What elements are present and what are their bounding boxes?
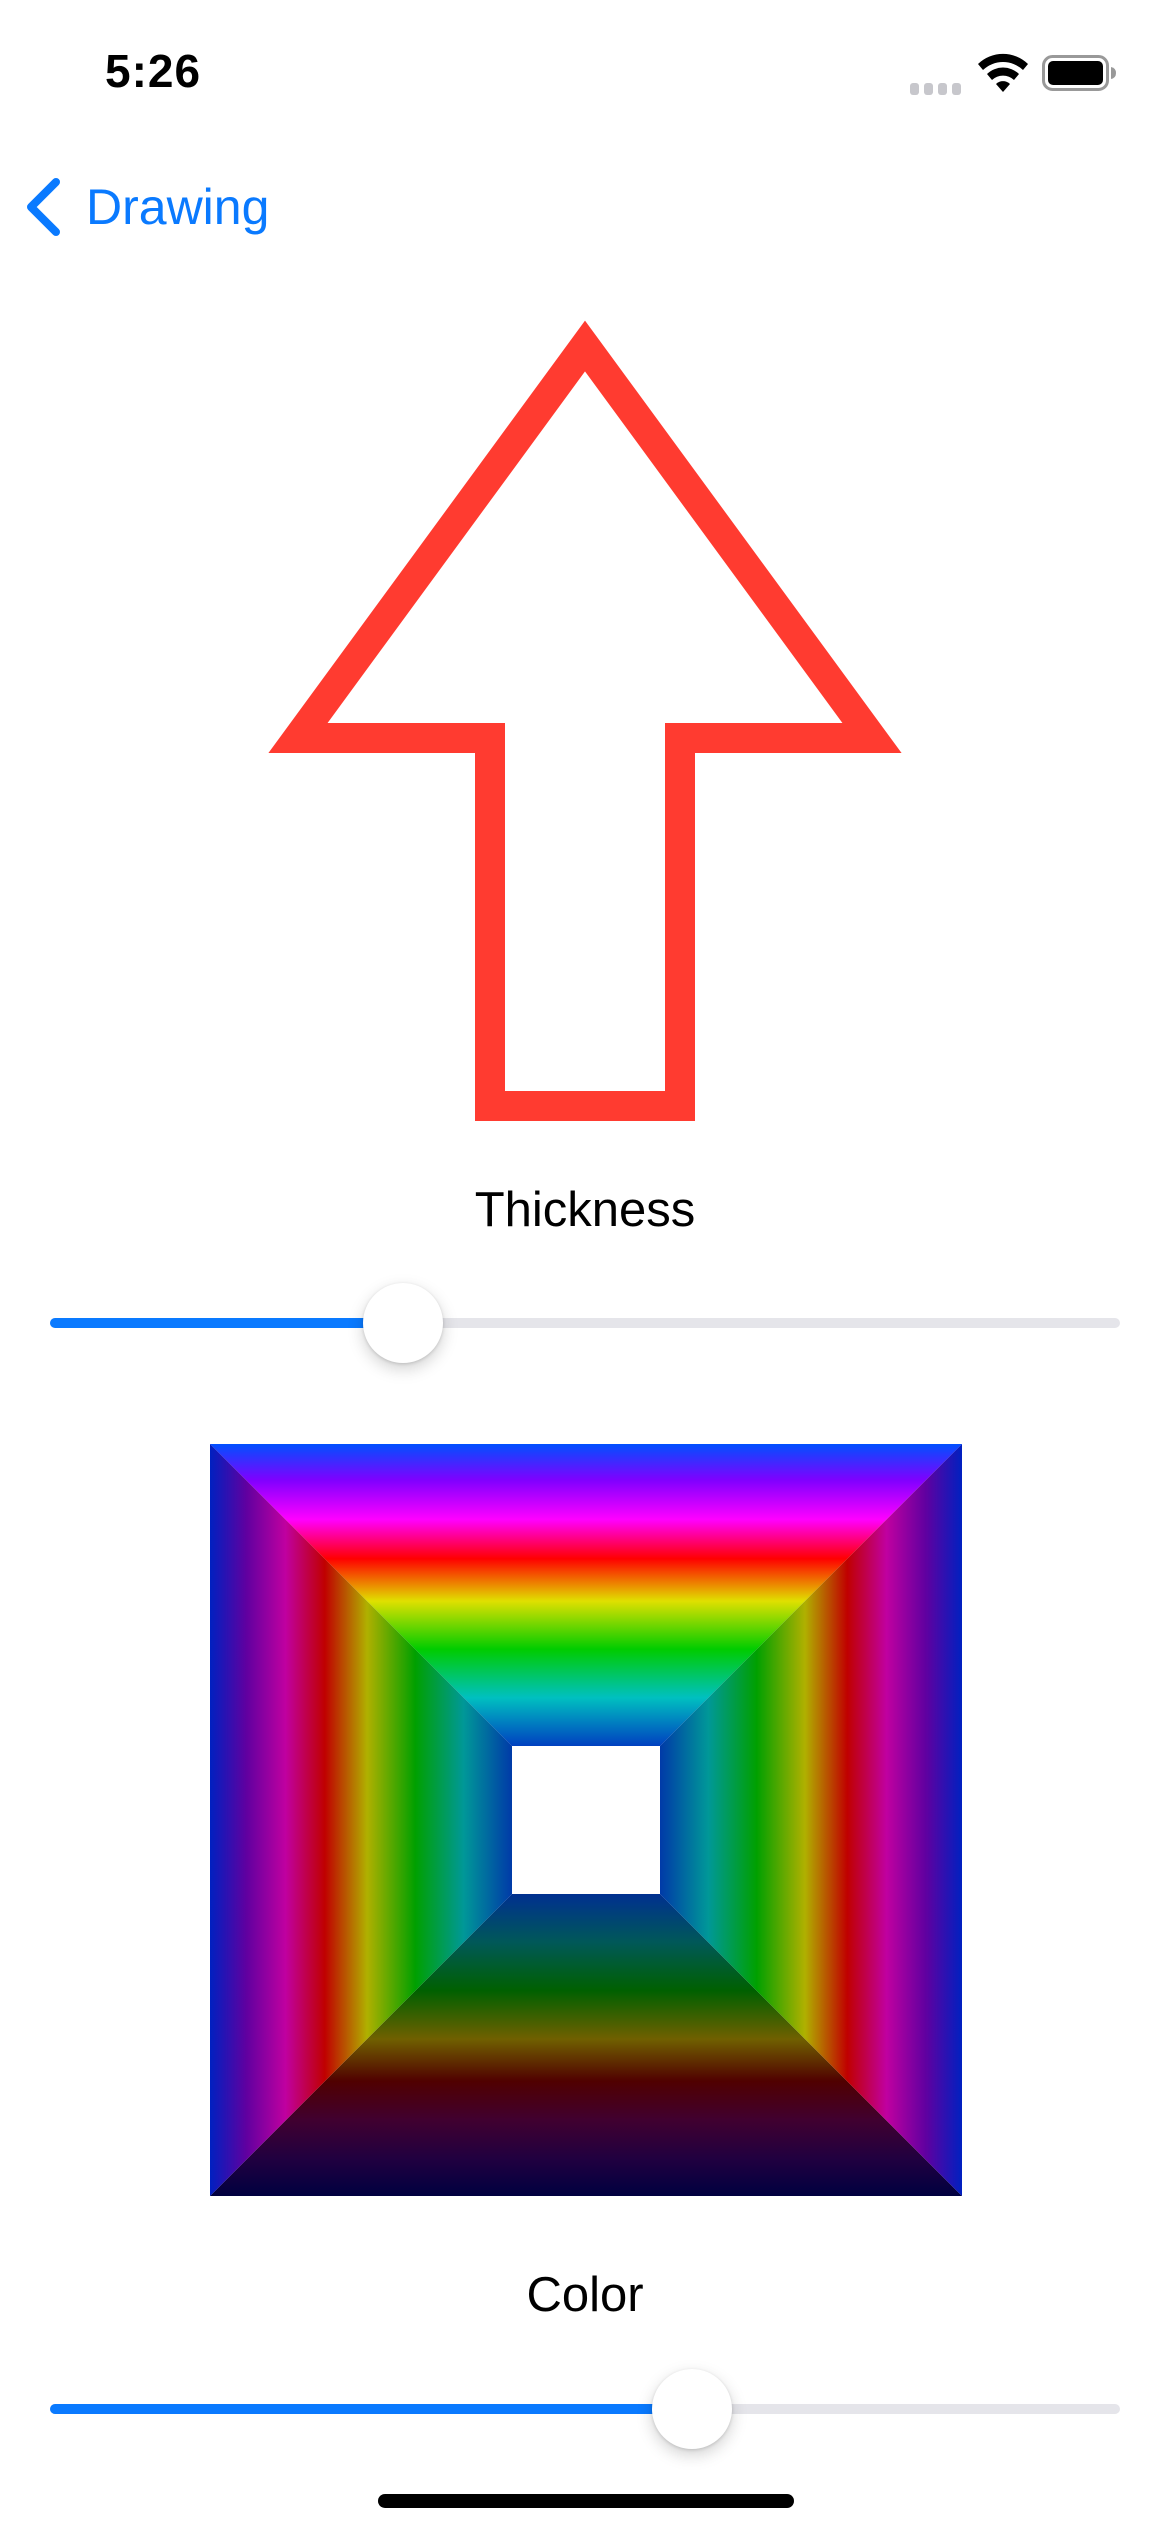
battery-icon [1042,55,1116,91]
color-label: Color [526,2268,644,2322]
home-indicator [378,2494,794,2508]
cell-signal-icon [910,83,962,95]
color-slider-fill [50,2404,692,2414]
status-bar: 5:26 [0,0,1170,150]
chevron-left-icon [27,178,60,236]
gradient-square [210,1444,962,2196]
thickness-slider-track[interactable] [50,1318,1120,1328]
thickness-slider[interactable] [50,1272,1120,1372]
color-slider[interactable] [50,2358,1120,2458]
thickness-slider-thumb[interactable] [363,1283,444,1363]
arrow-drawing [268,320,902,1121]
arrow-shape [268,320,902,1121]
wifi-icon [978,53,1028,92]
color-slider-thumb[interactable] [652,2369,732,2449]
back-button[interactable]: Drawing [22,172,269,242]
thickness-slider-fill [50,1318,404,1328]
thickness-label: Thickness [474,1183,696,1237]
back-button-label: Drawing [86,179,270,235]
status-time: 5:26 [105,45,202,97]
gradient-center-square [512,1746,660,1894]
